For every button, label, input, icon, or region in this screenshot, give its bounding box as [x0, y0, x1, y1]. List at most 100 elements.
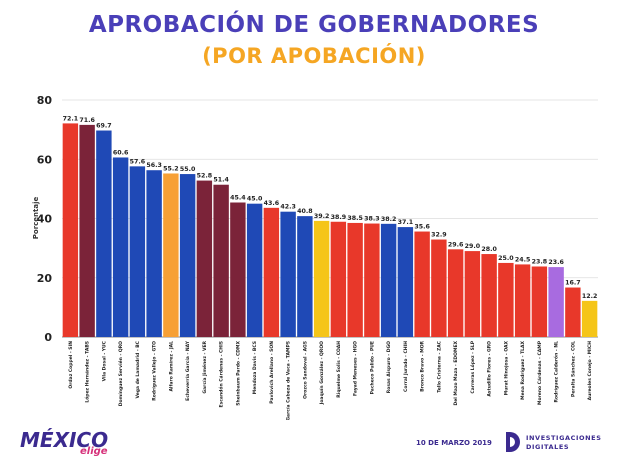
data-label: 57.6 — [130, 158, 146, 165]
data-label: 38.9 — [331, 214, 347, 221]
bar — [196, 180, 213, 337]
data-label: 69.7 — [96, 123, 112, 130]
bar — [112, 157, 129, 337]
data-label: 45.0 — [247, 196, 263, 203]
bar — [364, 223, 380, 337]
data-label: 16.7 — [565, 280, 581, 287]
x-axis-tick-labels: Ordaz Coppel - SIN López Hernández - TABS… — [68, 340, 593, 420]
bar — [230, 202, 246, 337]
data-label: 72.1 — [63, 115, 79, 122]
chart-subtitle: (POR APOBACIÓN) — [202, 44, 426, 68]
bar — [514, 264, 531, 337]
data-label: 35.6 — [414, 224, 430, 231]
bar — [498, 262, 514, 337]
x-tick-label: García Cabeza de Vaca - TAMPS — [285, 341, 292, 420]
bar — [179, 174, 196, 337]
x-tick-label: Sheinbaum Pardo - CDMX — [235, 340, 241, 405]
data-label: 12.2 — [582, 293, 598, 300]
x-tick-label: García Jiménez - VER — [201, 340, 208, 393]
x-tick-label: Rodríguez Vallejo - GTO — [151, 341, 158, 401]
bar — [62, 123, 79, 337]
x-tick-label: Bronco Bravo - MOR — [420, 340, 426, 391]
y-tick-label: 60 — [37, 153, 53, 166]
x-tick-label: Pavlovich Arellano - SON — [269, 341, 275, 404]
bar-chart: 0 20 40 60 80 Porcentaje 72.1 71.669.7 60.657.… — [32, 94, 598, 420]
bar — [163, 173, 179, 337]
x-tick-label: Peralta Sánchez - COL — [569, 341, 576, 397]
data-label: 71.6 — [79, 117, 95, 124]
data-label: 23.6 — [548, 259, 564, 266]
bar — [414, 231, 430, 337]
x-tick-label: Del Mazo Maza - EDOMEX — [453, 340, 459, 405]
x-tick-label: Pacheco Pulido - PUE — [369, 341, 375, 394]
data-label: 25.0 — [498, 255, 514, 262]
bar — [280, 211, 296, 337]
d-logo-icon — [506, 432, 520, 452]
bar — [397, 227, 414, 337]
bar — [431, 239, 447, 337]
x-tick-label: Astudillo Flores - GRO — [487, 341, 493, 397]
data-label: 56.3 — [146, 162, 162, 169]
x-tick-label: Orozco Sandoval - AGS — [302, 341, 308, 399]
x-tick-label: Echeverría García - NAY — [184, 340, 191, 401]
x-tick-label: Murat Hinojosa - OAX — [503, 340, 509, 395]
data-label: 42.3 — [280, 204, 296, 211]
value-labels: 72.1 71.669.7 60.657.656.3 55.2 55.052.851.4… — [63, 115, 598, 299]
data-label: 29.0 — [465, 243, 481, 250]
x-tick-label: Escandón Cárdenas - CHIS — [218, 341, 225, 407]
y-tick-label: 20 — [37, 272, 53, 285]
data-label: 52.8 — [197, 173, 213, 180]
data-label: 55.2 — [163, 165, 179, 172]
x-tick-label: Ordaz Coppel - SIN — [68, 341, 74, 389]
y-tick-label: 80 — [37, 94, 53, 107]
logo-main-text: MÉXICO — [20, 428, 109, 452]
bar — [347, 222, 363, 337]
bar — [581, 300, 598, 337]
data-label: 32.9 — [431, 232, 447, 239]
data-label: 45.4 — [230, 195, 246, 202]
data-label: 40.8 — [297, 208, 313, 215]
bars — [62, 123, 598, 337]
bar — [263, 207, 280, 337]
mexico-elige-logo: MÉXICO elige — [20, 428, 109, 457]
data-label: 38.3 — [364, 216, 380, 223]
x-tick-label: Domínguez Servién - QRO — [117, 341, 124, 406]
data-label: 29.6 — [448, 241, 464, 248]
x-tick-label: Moreno Cárdenas - CAMP — [536, 340, 543, 405]
y-axis-label: Porcentaje — [32, 197, 40, 240]
bar — [531, 266, 548, 337]
brand-line2: DIGITALES — [526, 443, 570, 451]
bar — [330, 221, 347, 337]
data-label: 43.6 — [264, 200, 280, 207]
x-tick-label: Rodríguez Calderón - NL — [553, 341, 560, 403]
data-label: 60.6 — [113, 149, 129, 156]
bar — [447, 249, 464, 337]
x-tick-label: Tello Cristerna - ZAC — [436, 340, 442, 392]
x-tick-label: Vila Dosal - YUC — [101, 340, 107, 381]
x-tick-label: Joaquín González - QROO — [318, 341, 325, 406]
data-label: 37.1 — [398, 219, 414, 226]
x-tick-label: Mendoza Davis - BCS — [252, 341, 258, 394]
y-tick-label: 40 — [37, 213, 53, 226]
bar — [297, 216, 313, 337]
bar — [129, 166, 146, 337]
bar — [96, 130, 112, 337]
bar — [481, 254, 497, 337]
x-tick-label: Corral Jurado - CHIH — [403, 341, 409, 392]
data-label: 23.8 — [532, 258, 548, 265]
x-tick-label: Rosas Aispuro - DGO — [386, 341, 392, 393]
x-tick-label: Mena Rodríguez - TLAX — [519, 340, 526, 399]
logo-sub-text: elige — [80, 446, 108, 457]
bar — [246, 203, 263, 337]
brand-line1: INVESTIGACIONES — [526, 434, 602, 442]
x-tick-label: Vega de Lamadrid - BC — [135, 340, 141, 398]
bar — [313, 220, 330, 337]
data-label: 39.2 — [314, 213, 330, 220]
x-tick-label: Aureoles Conejo - MICH — [587, 341, 593, 401]
bar — [565, 287, 581, 337]
bar — [213, 184, 229, 337]
x-tick-label: Riquelme Solis - COAH — [336, 341, 342, 398]
bar — [79, 124, 95, 337]
data-label: 24.5 — [515, 256, 531, 263]
y-axis-ticks: 0 20 40 60 80 — [37, 94, 53, 344]
